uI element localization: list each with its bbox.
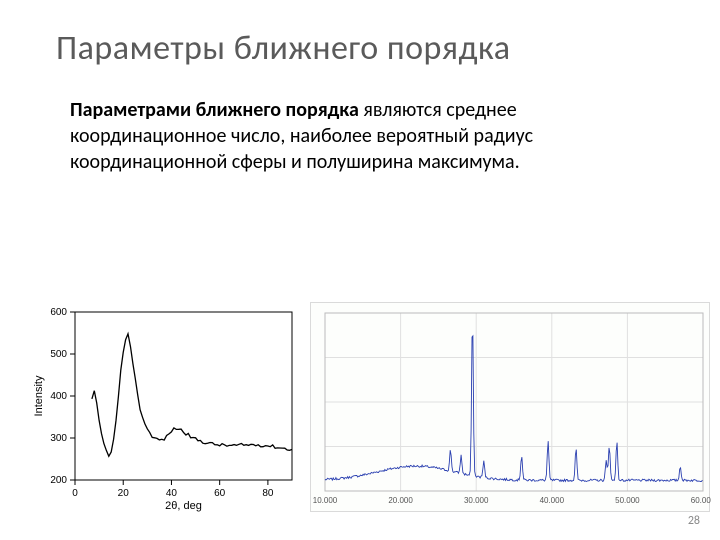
svg-text:20: 20 — [118, 488, 130, 499]
svg-text:50.000: 50.000 — [615, 496, 640, 505]
body-bold-lead: Параметрами ближнего порядка — [70, 98, 359, 122]
svg-text:2θ, deg: 2θ, deg — [165, 500, 202, 512]
svg-text:Intensity: Intensity — [33, 375, 45, 416]
slide-title: Параметры ближнего порядка — [0, 0, 720, 69]
svg-text:200: 200 — [50, 475, 67, 486]
svg-text:400: 400 — [50, 391, 67, 402]
svg-text:80: 80 — [262, 488, 274, 499]
page-number: 28 — [688, 514, 700, 528]
svg-text:600: 600 — [50, 307, 67, 318]
charts-row: 0 20 40 60 80 200 300 400 500 600 2θ, deg Intensity… — [30, 302, 710, 512]
diffraction-chart: 10.000 20.000 30.000 40.000 50.000 60.000 — [310, 302, 710, 512]
svg-text:500: 500 — [50, 349, 67, 360]
svg-text:30.000: 30.000 — [464, 496, 489, 505]
svg-text:300: 300 — [50, 433, 67, 444]
svg-text:0: 0 — [72, 488, 78, 499]
svg-text:60: 60 — [214, 488, 226, 499]
svg-text:60.000: 60.000 — [691, 496, 711, 505]
body-text: Параметрами ближнего порядка являются ср… — [0, 69, 720, 175]
svg-text:20.000: 20.000 — [388, 496, 413, 505]
intensity-chart: 0 20 40 60 80 200 300 400 500 600 2θ, deg Intensity — [30, 302, 300, 512]
svg-text:10.000: 10.000 — [313, 496, 338, 505]
svg-text:40: 40 — [166, 488, 178, 499]
svg-text:40.000: 40.000 — [540, 496, 565, 505]
